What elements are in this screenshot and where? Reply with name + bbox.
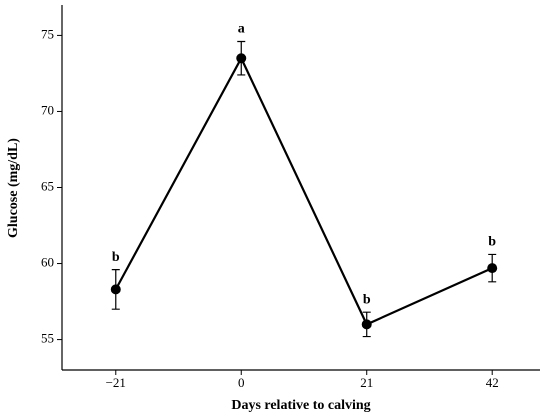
y-tick-label: 65	[41, 178, 54, 193]
y-tick-label: 55	[41, 331, 54, 346]
annotation: b	[112, 250, 120, 265]
point	[236, 53, 247, 64]
line	[114, 55, 493, 326]
annotation: b	[363, 292, 371, 307]
x-tick-label: −21	[106, 375, 126, 390]
y-axis-label: Glucose (mg/dL)	[6, 138, 21, 238]
point	[110, 284, 121, 295]
x-tick-label: 42	[486, 375, 499, 390]
x-axis-label: Days relative to calving	[231, 398, 370, 413]
x-tick-label: 21	[360, 375, 373, 390]
x-tick-label: 0	[238, 375, 245, 390]
y-tick-label: 70	[41, 102, 54, 117]
y-tick-label: 60	[41, 255, 54, 270]
y-tick-label: 75	[41, 26, 54, 41]
annotation: b	[488, 235, 496, 250]
point	[487, 263, 498, 274]
annotation: a	[238, 22, 245, 37]
point	[361, 319, 372, 330]
